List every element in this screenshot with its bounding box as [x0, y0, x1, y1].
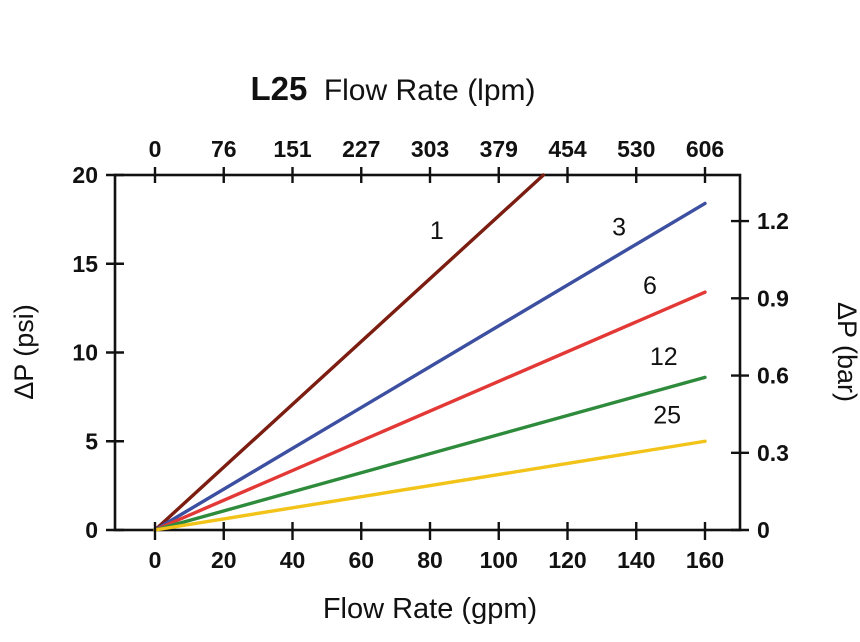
chart-title-model: L25 — [250, 70, 307, 107]
y-tick-label-left: 0 — [85, 517, 98, 543]
x-tick-label-bottom: 60 — [348, 547, 374, 573]
x-tick-label-top: 606 — [686, 136, 724, 162]
y-tick-label-right: 0.9 — [757, 285, 789, 311]
x-tick-label-top: 303 — [411, 136, 449, 162]
series-label-6: 6 — [643, 272, 657, 300]
series-line-3 — [153, 201, 707, 532]
x-tick-label-bottom: 40 — [280, 547, 306, 573]
plot-frame — [113, 173, 742, 532]
x-tick-label-bottom: 100 — [480, 547, 518, 573]
series-line-25 — [153, 439, 707, 532]
x-tick-label-bottom: 80 — [417, 547, 443, 573]
series-label-3: 3 — [612, 213, 626, 241]
y-tick-label-right: 0 — [757, 517, 770, 543]
x-tick-label-top: 151 — [273, 136, 312, 162]
series-line-1 — [153, 173, 546, 532]
y-tick-label-right: 1.2 — [757, 208, 789, 234]
y-tick-label-left: 5 — [85, 428, 98, 454]
x-tick-label-top: 379 — [480, 136, 518, 162]
x-tick-label-bottom: 120 — [548, 547, 586, 573]
y-tick-label-right: 0.3 — [757, 440, 789, 466]
series-label-25: 25 — [653, 402, 681, 430]
x-tick-label-top: 0 — [149, 136, 162, 162]
x-tick-label-top: 227 — [342, 136, 380, 162]
x-tick-label-top: 530 — [617, 136, 655, 162]
series-label-1: 1 — [430, 217, 444, 245]
y-tick-label-left: 10 — [72, 340, 98, 366]
chart-title-top-axis: Flow Rate (lpm) — [324, 74, 536, 107]
series-line-6 — [153, 290, 707, 532]
x-tick-label-bottom: 20 — [211, 547, 237, 573]
series-label-12: 12 — [650, 343, 678, 371]
x-tick-label-bottom: 0 — [149, 547, 162, 573]
y-tick-label-right: 0.6 — [757, 363, 789, 389]
y-axis-label-right: ΔP (bar) — [832, 302, 860, 402]
x-tick-label-bottom: 140 — [617, 547, 655, 573]
chart-title: L25 Flow Rate (lpm) — [250, 70, 535, 107]
y-axis-label-left: ΔP (psi) — [9, 304, 39, 400]
x-tick-label-top: 454 — [548, 136, 587, 162]
x-tick-label-bottom: 160 — [686, 547, 724, 573]
series-line-12 — [153, 375, 707, 532]
y-tick-label-left: 20 — [72, 162, 98, 188]
x-tick-label-top: 76 — [211, 136, 237, 162]
y-tick-label-left: 15 — [72, 251, 98, 277]
x-axis-label-bottom: Flow Rate (gpm) — [323, 593, 537, 625]
